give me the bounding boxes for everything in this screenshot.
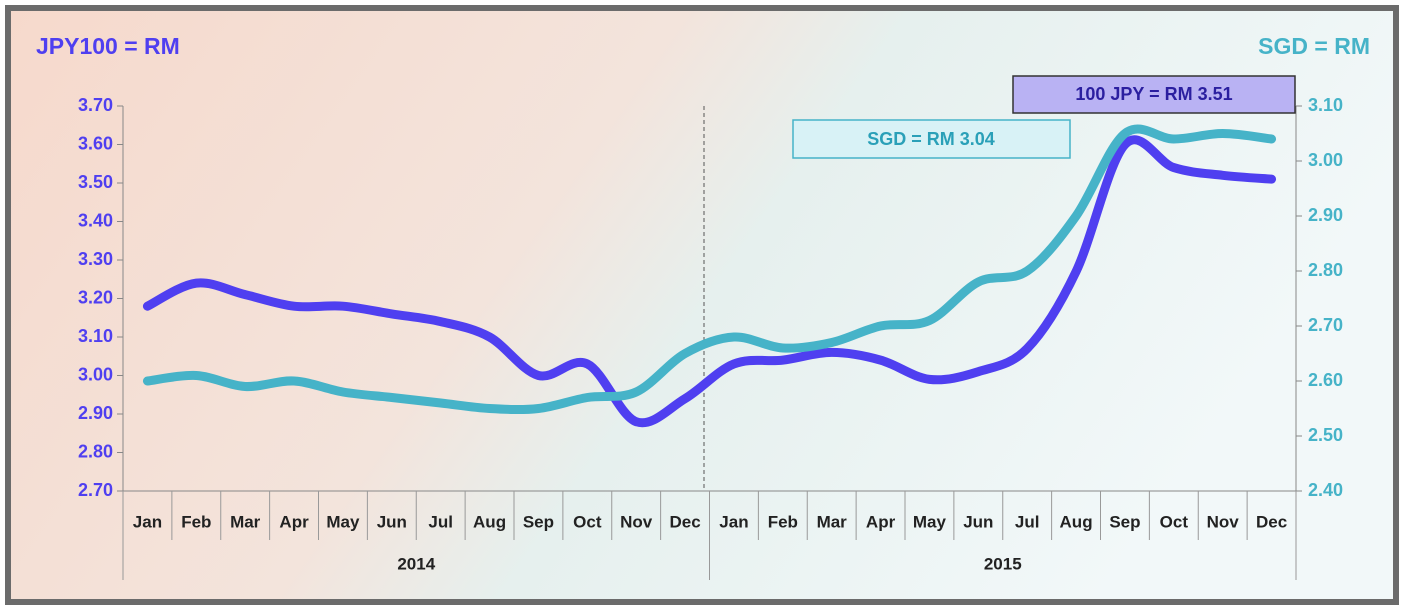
x-tick-label: Feb [768, 512, 798, 531]
chart: JPY100 = RM SGD = RM 2.70 2.80 2.90 3.00 3.1… [0, 0, 1404, 608]
x-tick-label: Nov [1207, 512, 1240, 531]
x-tick-label: Sep [523, 512, 554, 531]
y2-tick-label: 2.50 [1308, 425, 1343, 445]
x-tick-label: May [326, 512, 360, 531]
y2-tick-label: 2.40 [1308, 480, 1343, 500]
y-tick-label: 3.50 [78, 172, 113, 192]
y-tick-label: 3.00 [78, 364, 113, 384]
x-tick-label: Jun [963, 512, 993, 531]
x-tick-label: Sep [1109, 512, 1140, 531]
y2-tick-label: 2.80 [1308, 260, 1343, 280]
y-tick-label: 3.30 [78, 249, 113, 269]
y2-axis-title: SGD = RM [1258, 33, 1370, 59]
x-tick-label: Aug [1060, 512, 1093, 531]
x-tick-label: Apr [866, 512, 896, 531]
annotation: SGD = RM 3.04 [867, 129, 995, 149]
x-tick-label: Mar [817, 512, 848, 531]
x-tick-label: Dec [1256, 512, 1287, 531]
x-tick-label: Feb [181, 512, 211, 531]
x-tick-label: May [913, 512, 947, 531]
x-tick-label: Jul [428, 512, 453, 531]
x-tick-label: Mar [230, 512, 261, 531]
x-tick-label: Apr [279, 512, 309, 531]
y2-tick-label: 3.00 [1308, 150, 1343, 170]
annotation: 100 JPY = RM 3.51 [1075, 84, 1232, 104]
y2-tick-label: 3.10 [1308, 95, 1343, 115]
x-tick-label: Nov [620, 512, 653, 531]
y-tick-label: 2.90 [78, 403, 113, 423]
x-tick-label: Jan [133, 512, 162, 531]
y-tick-label: 2.70 [78, 480, 113, 500]
y-tick-label: 3.20 [78, 287, 113, 307]
y2-tick-label: 2.70 [1308, 315, 1343, 335]
x-group-label: 2015 [984, 554, 1022, 573]
x-tick-label: Oct [573, 512, 602, 531]
y-tick-label: 2.80 [78, 441, 113, 461]
y2-tick-label: 2.60 [1308, 370, 1343, 390]
x-group-label: 2014 [397, 554, 435, 573]
y-tick-label: 3.40 [78, 210, 113, 230]
x-tick-label: Jan [719, 512, 748, 531]
x-tick-label: Jun [377, 512, 407, 531]
y2-tick-label: 2.90 [1308, 205, 1343, 225]
x-tick-label: Dec [669, 512, 700, 531]
x-tick-label: Oct [1160, 512, 1189, 531]
y-tick-label: 3.70 [78, 95, 113, 115]
y-tick-label: 3.10 [78, 326, 113, 346]
y-tick-label: 3.60 [78, 133, 113, 153]
y-axis-title: JPY100 = RM [36, 33, 180, 59]
x-tick-label: Jul [1015, 512, 1040, 531]
x-tick-label: Aug [473, 512, 506, 531]
